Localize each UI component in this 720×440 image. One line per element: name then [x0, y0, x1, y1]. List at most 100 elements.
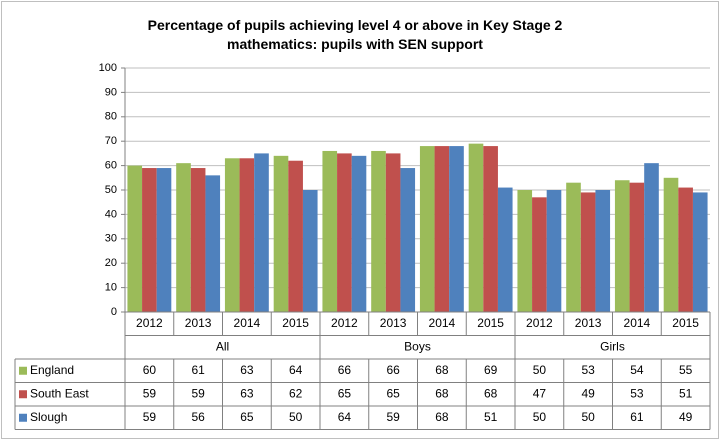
legend-key — [19, 366, 27, 375]
bar — [322, 150, 338, 312]
y-tick-label: 60 — [105, 160, 117, 172]
bar — [156, 168, 172, 312]
legend-label: Slough — [30, 410, 67, 424]
bar — [678, 187, 693, 312]
y-tick-label: 50 — [105, 184, 117, 196]
y-tick-label: 100 — [99, 62, 117, 74]
legend-key — [19, 390, 27, 399]
table-value: 61 — [191, 363, 205, 377]
table-value: 61 — [630, 410, 644, 424]
y-tick-label: 20 — [105, 257, 117, 269]
bar — [205, 175, 221, 312]
bar — [371, 150, 386, 312]
table-value: 55 — [679, 363, 693, 377]
x-tick-label: 2013 — [380, 316, 407, 330]
legend-label: England — [30, 363, 74, 377]
bar — [483, 146, 498, 312]
bar — [273, 155, 289, 312]
table-value: 59 — [143, 410, 157, 424]
x-tick-label: 2014 — [624, 316, 651, 330]
bar — [190, 168, 206, 312]
bar — [692, 192, 708, 312]
group-label: Girls — [600, 339, 625, 353]
x-tick-label: 2012 — [136, 316, 163, 330]
x-tick-label: 2014 — [234, 316, 261, 330]
table-value: 68 — [484, 386, 498, 400]
table-value: 50 — [533, 410, 547, 424]
bar — [497, 187, 513, 312]
x-tick-label: 2014 — [429, 316, 456, 330]
x-tick-label: 2015 — [672, 316, 699, 330]
y-tick-label: 0 — [111, 306, 117, 318]
bar — [419, 146, 435, 312]
table-value: 69 — [484, 363, 498, 377]
bar — [532, 197, 547, 312]
bar — [566, 182, 581, 312]
table-value: 62 — [289, 386, 303, 400]
chart-title: Percentage of pupils achieving level 4 o… — [147, 17, 563, 52]
table-value: 47 — [533, 386, 547, 400]
bar — [517, 190, 533, 312]
table-value: 66 — [386, 363, 400, 377]
bar — [468, 143, 484, 312]
bar — [400, 168, 416, 312]
y-tick-label: 10 — [105, 282, 117, 294]
table-value: 63 — [240, 386, 254, 400]
table-value: 53 — [630, 386, 644, 400]
table-value: 64 — [338, 410, 352, 424]
legend-label: South East — [30, 386, 89, 400]
x-tick-label: 2015 — [477, 316, 504, 330]
table-value: 53 — [581, 363, 595, 377]
table-value: 68 — [435, 410, 449, 424]
table-value: 64 — [289, 363, 303, 377]
bar — [595, 190, 611, 312]
bar — [176, 163, 191, 312]
table-value: 66 — [338, 363, 352, 377]
bar — [239, 158, 255, 312]
table-value: 51 — [484, 410, 498, 424]
table-value: 56 — [191, 410, 205, 424]
bar — [288, 160, 303, 312]
x-tick-label: 2015 — [282, 316, 309, 330]
bar — [337, 153, 352, 312]
bar — [580, 192, 596, 312]
group-label: Boys — [404, 339, 431, 353]
y-tick-label: 90 — [105, 86, 117, 98]
group-label: All — [216, 339, 229, 353]
bar — [644, 163, 659, 312]
table-value: 65 — [240, 410, 254, 424]
x-tick-label: 2013 — [185, 316, 212, 330]
table-value: 59 — [143, 386, 157, 400]
x-tick-label: 2012 — [331, 316, 358, 330]
table-value: 50 — [533, 363, 547, 377]
table-value: 50 — [289, 410, 303, 424]
bar — [224, 158, 240, 312]
bar — [663, 177, 679, 312]
table-value: 65 — [386, 386, 400, 400]
bar — [254, 153, 269, 312]
x-tick-label: 2013 — [575, 316, 602, 330]
bar — [629, 182, 645, 312]
bar — [546, 190, 562, 312]
y-tick-label: 80 — [105, 111, 117, 123]
x-tick-label: 2012 — [526, 316, 553, 330]
table-value: 68 — [435, 386, 449, 400]
bar — [449, 146, 464, 312]
legend-key — [19, 413, 27, 422]
bar — [127, 165, 143, 312]
table-value: 50 — [581, 410, 595, 424]
y-tick-label: 40 — [105, 208, 117, 220]
y-tick-label: 30 — [105, 233, 117, 245]
table-value: 49 — [679, 410, 693, 424]
table-value: 63 — [240, 363, 254, 377]
bar — [614, 180, 630, 312]
bar — [434, 146, 450, 312]
bar — [142, 168, 157, 312]
table-value: 68 — [435, 363, 449, 377]
y-tick-label: 70 — [105, 135, 117, 147]
bar — [302, 190, 318, 312]
table-value: 59 — [191, 386, 205, 400]
bar — [385, 153, 401, 312]
